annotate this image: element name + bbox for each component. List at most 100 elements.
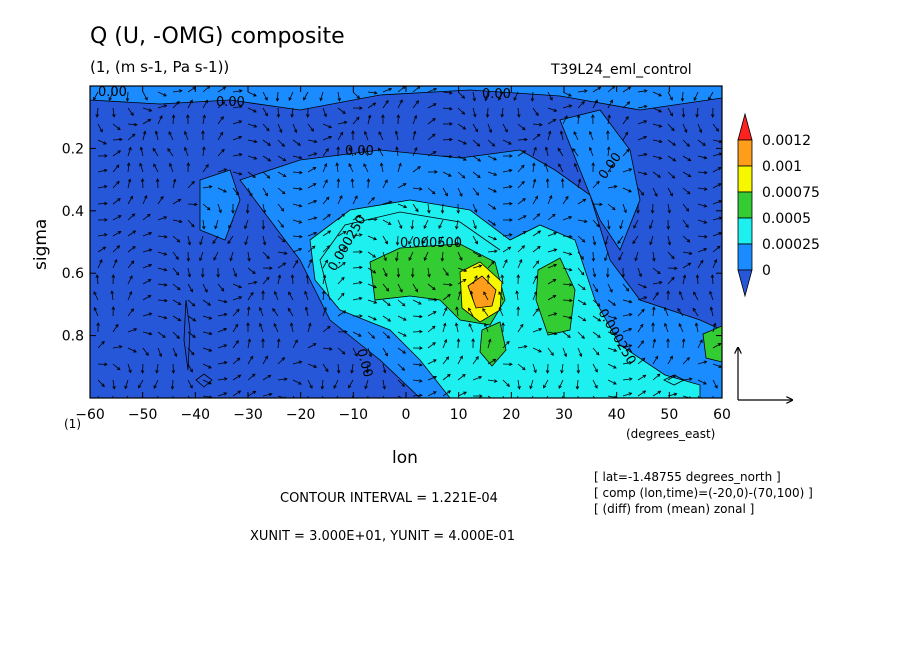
- wind-vector: [622, 203, 627, 213]
- wind-vector-head: [656, 270, 661, 275]
- wind-vector-head: [191, 180, 195, 185]
- wind-vector-head: [703, 248, 708, 252]
- wind-vector-head: [176, 100, 180, 105]
- wind-vector: [184, 147, 189, 157]
- wind-vector: [307, 323, 311, 333]
- wind-vector: [217, 149, 225, 157]
- wind-vector: [366, 363, 369, 374]
- wind-vector: [547, 313, 557, 317]
- wind-vector: [352, 266, 363, 269]
- wind-vector: [171, 379, 174, 390]
- wind-vector-head: [534, 275, 538, 279]
- wind-vector-head: [443, 338, 448, 343]
- wind-vector: [607, 347, 617, 352]
- wind-vector-head: [249, 355, 254, 360]
- wind-vector-head: [658, 156, 663, 160]
- wind-vector-head: [597, 318, 602, 322]
- wind-vector-head: [504, 128, 508, 133]
- band-0-to-00025: [559, 109, 641, 251]
- wind-vector-head: [553, 312, 558, 316]
- wind-vector-head: [521, 180, 525, 185]
- wind-vector: [127, 308, 134, 317]
- wind-vector: [622, 132, 628, 141]
- wind-vector: [97, 234, 107, 237]
- wind-vector: [382, 283, 389, 292]
- wind-vector: [652, 155, 662, 160]
- wind-vector: [607, 164, 614, 173]
- wind-vector-head: [308, 258, 313, 263]
- wind-vector-head: [438, 225, 442, 229]
- wind-vector-head: [148, 248, 153, 252]
- wind-vector: [112, 215, 122, 221]
- wind-vector-head: [282, 173, 287, 178]
- wind-vector-head: [517, 113, 521, 118]
- wind-vector: [712, 167, 722, 173]
- wind-vector-head: [235, 340, 239, 344]
- wind-vector-head: [597, 334, 601, 338]
- wind-vector-head: [419, 314, 423, 319]
- wind-vector-head: [104, 154, 108, 158]
- wind-vector-head: [652, 306, 656, 311]
- wind-vector-head: [449, 154, 453, 159]
- wind-vector-head: [163, 93, 167, 97]
- wind-vector-head: [138, 400, 141, 403]
- wind-vector-head: [95, 274, 100, 278]
- wind-vector-head: [234, 323, 239, 328]
- wind-vector-head: [492, 222, 496, 226]
- wind-vector-head: [456, 338, 461, 342]
- wind-vector: [517, 324, 524, 333]
- wind-vector-head: [312, 343, 317, 347]
- wind-vector-head: [569, 282, 573, 287]
- wind-vector: [259, 323, 264, 333]
- wind-vector-head: [313, 364, 318, 369]
- wind-vector: [127, 163, 130, 173]
- wind-vector-head: [202, 225, 206, 230]
- wind-vector: [592, 267, 596, 277]
- wind-vector-head: [482, 308, 486, 312]
- wind-vector-head: [386, 335, 391, 339]
- wind-vector-head: [343, 120, 348, 125]
- wind-vector-head: [115, 164, 120, 169]
- wind-vector: [187, 363, 193, 373]
- wind-vector-head: [379, 162, 384, 167]
- wind-vector-head: [633, 224, 637, 229]
- wind-vector-head: [140, 178, 145, 182]
- wind-vector-head: [167, 147, 171, 152]
- wind-vector: [682, 139, 690, 147]
- wind-vector: [337, 178, 339, 189]
- wind-vector: [442, 203, 444, 214]
- wind-vector: [667, 139, 676, 146]
- wind-vector-head: [259, 322, 263, 327]
- wind-vector-head: [163, 267, 168, 272]
- wind-vector-head: [186, 162, 191, 166]
- wind-vector: [157, 251, 167, 256]
- wind-vector-head: [133, 349, 137, 353]
- wind-vector-head: [664, 322, 668, 327]
- wind-vector-head: [297, 142, 301, 146]
- wind-vector: [667, 91, 673, 101]
- wind-vector-head: [692, 307, 697, 312]
- wind-vector-head: [186, 114, 190, 118]
- wind-vector-head: [445, 356, 450, 360]
- wind-vector: [397, 99, 403, 109]
- wind-vector-head: [521, 245, 526, 249]
- wind-vector: [337, 91, 341, 101]
- wind-vector-head: [613, 365, 617, 369]
- wind-vector-head: [423, 225, 427, 229]
- wind-vector-head: [415, 208, 419, 213]
- wind-vector-head: [643, 171, 648, 176]
- wind-vector: [142, 195, 147, 205]
- wind-vector-head: [671, 276, 675, 281]
- wind-vector-head: [364, 385, 368, 390]
- wind-vector: [472, 155, 481, 162]
- wind-vector: [157, 216, 167, 221]
- wind-vector: [652, 267, 661, 274]
- wind-vector: [637, 136, 647, 141]
- wind-vector: [547, 347, 554, 356]
- wind-vector-head: [313, 216, 318, 220]
- wind-vector: [457, 374, 466, 381]
- wind-vector: [322, 179, 328, 189]
- wind-vector: [247, 373, 256, 381]
- wind-vector: [438, 235, 444, 245]
- wind-vector-head: [280, 224, 284, 228]
